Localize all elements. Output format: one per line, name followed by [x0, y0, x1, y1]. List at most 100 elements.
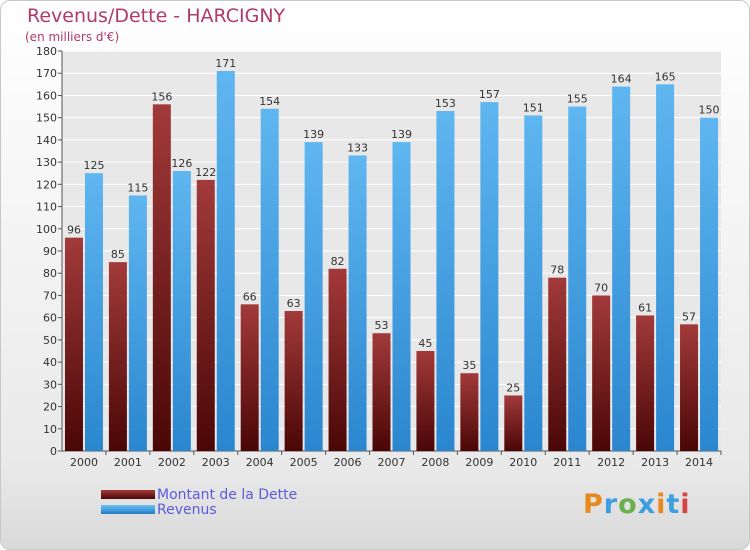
data-label: 96 — [67, 224, 81, 237]
x-tick-label: 2006 — [334, 456, 362, 469]
legend: Montant de la Dette Revenus — [101, 487, 297, 518]
data-label: 78 — [550, 264, 564, 277]
x-tick-label: 2012 — [597, 456, 625, 469]
data-label: 171 — [215, 57, 236, 70]
y-tick-label: 0 — [50, 445, 57, 458]
bar-dette — [592, 295, 611, 451]
bar-dette — [196, 179, 215, 451]
bar-dette — [636, 315, 655, 451]
data-label: 157 — [479, 88, 500, 101]
x-tick-label: 2004 — [246, 456, 274, 469]
bar-revenus — [216, 71, 235, 451]
bar-dette — [460, 373, 479, 451]
x-tick-label: 2008 — [421, 456, 449, 469]
brand-logo: Proxiti — [583, 489, 691, 520]
legend-swatch-revenus — [101, 505, 155, 514]
data-label: 156 — [151, 90, 172, 103]
y-tick-label: 60 — [43, 312, 57, 325]
data-label: 115 — [127, 181, 148, 194]
data-label: 85 — [111, 248, 125, 261]
y-tick-label: 20 — [43, 401, 57, 414]
data-label: 153 — [435, 97, 456, 110]
y-tick-label: 80 — [43, 267, 57, 280]
data-label: 61 — [638, 301, 652, 314]
bar-revenus — [348, 155, 367, 451]
data-label: 35 — [462, 359, 476, 372]
legend-label-revenus: Revenus — [157, 501, 217, 518]
bar-dette — [548, 277, 567, 451]
bar-revenus — [172, 171, 191, 451]
legend-item-dette: Montant de la Dette — [101, 487, 297, 503]
brand-letter: r — [603, 489, 619, 520]
y-tick-label: 50 — [43, 334, 57, 347]
data-label: 122 — [195, 166, 216, 179]
y-tick-label: 180 — [36, 45, 57, 58]
data-label: 45 — [418, 337, 432, 350]
y-tick-label: 110 — [36, 201, 57, 214]
brand-letter: x — [637, 489, 657, 520]
brand-letter: i — [656, 489, 667, 520]
data-label: 82 — [331, 255, 345, 268]
bar-dette — [284, 311, 303, 451]
legend-swatch-dette — [101, 490, 155, 499]
brand-letter: t — [666, 489, 681, 520]
bar-revenus — [304, 142, 323, 451]
y-tick-label: 30 — [43, 378, 57, 391]
data-label: 133 — [347, 141, 368, 154]
bar-revenus — [128, 195, 147, 451]
bar-dette — [152, 104, 171, 451]
bar-dette — [372, 333, 391, 451]
x-tick-label: 2005 — [290, 456, 318, 469]
data-label: 154 — [259, 95, 280, 108]
data-label: 53 — [375, 319, 389, 332]
x-tick-label: 2003 — [202, 456, 230, 469]
bar-dette — [108, 262, 127, 451]
x-tick-label: 2010 — [509, 456, 537, 469]
bar-dette — [328, 268, 347, 451]
y-tick-label: 90 — [43, 245, 57, 258]
y-tick-label: 40 — [43, 356, 57, 369]
chart-subtitle: (en milliers d'€) — [25, 30, 120, 44]
bar-revenus — [568, 106, 587, 452]
y-tick-label: 160 — [36, 89, 57, 102]
data-label: 126 — [171, 157, 192, 170]
data-label: 164 — [611, 73, 632, 86]
y-tick-label: 70 — [43, 289, 57, 302]
x-tick-label: 2009 — [465, 456, 493, 469]
y-tick-label: 10 — [43, 423, 57, 436]
bar-revenus — [480, 102, 499, 451]
y-tick-label: 170 — [36, 67, 57, 80]
x-tick-label: 2011 — [553, 456, 581, 469]
brand-letter: i — [680, 489, 691, 520]
bar-revenus — [436, 111, 455, 451]
data-label: 70 — [594, 281, 608, 294]
brand-letter: P — [583, 489, 604, 520]
data-label: 63 — [287, 297, 301, 310]
bar-revenus — [656, 84, 675, 451]
data-label: 66 — [243, 290, 257, 303]
bar-dette — [416, 351, 435, 451]
bar-dette — [240, 304, 259, 451]
legend-item-revenus: Revenus — [101, 501, 297, 518]
bar-revenus — [84, 173, 103, 451]
data-label: 165 — [655, 70, 676, 83]
y-tick-label: 130 — [36, 156, 57, 169]
x-tick-label: 2007 — [378, 456, 406, 469]
data-label: 57 — [682, 310, 696, 323]
x-tick-label: 2001 — [114, 456, 142, 469]
data-label: 150 — [699, 104, 720, 117]
bar-revenus — [612, 86, 631, 452]
y-tick-label: 100 — [36, 223, 57, 236]
x-tick-label: 2002 — [158, 456, 186, 469]
brand-letter: o — [618, 489, 638, 520]
y-tick-label: 120 — [36, 178, 57, 191]
chart-title: Revenus/Dette - HARCIGNY — [27, 5, 286, 27]
x-tick-label: 2014 — [685, 456, 713, 469]
y-tick-label: 140 — [36, 134, 57, 147]
bar-revenus — [392, 142, 411, 451]
x-tick-label: 2013 — [641, 456, 669, 469]
bar-revenus — [700, 117, 719, 452]
data-label: 139 — [391, 128, 412, 141]
